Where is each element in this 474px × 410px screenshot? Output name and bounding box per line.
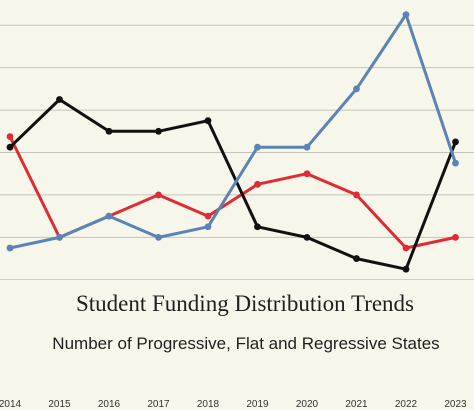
x-tick-label: 2015 [48, 399, 71, 410]
data-point [155, 127, 162, 135]
data-point [56, 96, 63, 103]
x-tick-label: 2023 [444, 399, 467, 410]
data-point [254, 223, 261, 231]
data-point [105, 212, 113, 220]
data-point [254, 180, 261, 188]
series-layer [6, 11, 459, 273]
x-tick-label: 2017 [147, 399, 170, 410]
x-tick-label: 2019 [246, 399, 269, 410]
data-point [402, 11, 410, 19]
title-backdrop [0, 280, 474, 360]
data-point [303, 233, 311, 241]
series-line-1 [8, 98, 457, 271]
series-line-2 [8, 13, 457, 250]
data-point [452, 138, 459, 146]
data-point [452, 233, 459, 241]
x-tick-label: 2014 [0, 399, 22, 410]
x-tick-label: 2022 [395, 399, 418, 410]
x-tick-label: 2018 [197, 399, 220, 410]
data-point [402, 244, 410, 252]
data-point [204, 223, 212, 231]
data-point [105, 127, 113, 135]
data-point [204, 117, 212, 125]
data-point [204, 212, 212, 220]
data-point [353, 85, 360, 93]
data-point [6, 244, 14, 252]
data-point [353, 191, 360, 199]
x-tick-label: 2016 [98, 399, 121, 410]
data-point [254, 143, 261, 151]
data-point [303, 170, 311, 178]
data-point [353, 255, 360, 262]
grid-layer [0, 24, 474, 281]
x-tick-label: 2020 [296, 399, 319, 410]
data-point [303, 143, 311, 151]
data-point [155, 233, 162, 241]
chart-subtitle: Number of Progressive, Flat and Regressi… [52, 334, 439, 353]
x-tick-label: 2021 [345, 399, 368, 410]
x-axis-ticks: 2014 2015 2016 2017 2018 2019 2020 2021 2022 2023 [0, 399, 467, 410]
chart-title: Student Funding Distribution Trends [76, 291, 414, 316]
data-point [6, 133, 14, 140]
data-point [452, 159, 459, 167]
data-point [402, 265, 410, 273]
data-point [6, 143, 14, 151]
data-point [56, 233, 63, 241]
data-point [155, 191, 162, 199]
